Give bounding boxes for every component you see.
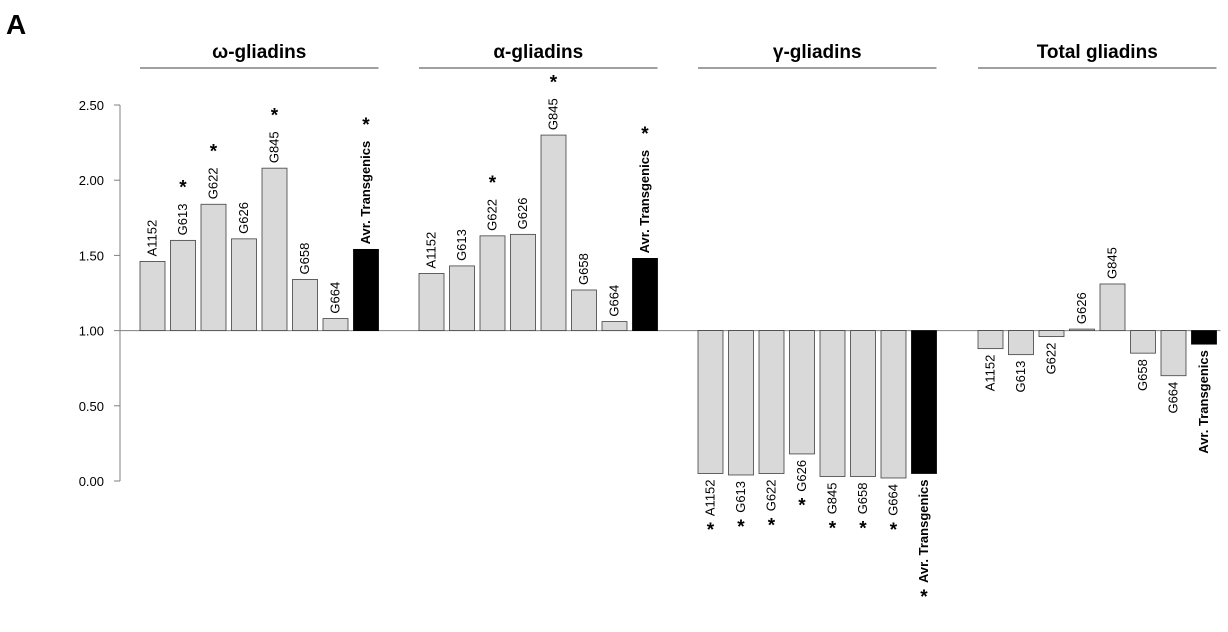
bar-label: G622 [1044,343,1059,375]
bar [601,321,628,331]
group-title: ω-gliadins [212,42,306,63]
bar-labels: A1152 G613 * G622 * G626 G845 * G658 G664 Avr. Tra… [145,72,1212,608]
bar [728,330,754,476]
significance-marker: * [829,518,837,539]
average-bar [1191,330,1217,345]
significance-marker: * [271,105,279,126]
bar-label: G845 [546,98,561,130]
bar [231,238,257,332]
group-titles: ω-gliadins α-gliadins γ-gliadins Total glia… [140,42,1217,69]
bar [292,279,318,331]
group-title: γ-gliadins [773,42,862,63]
bar-label: Avr. Transgenics [916,479,931,583]
bar [758,330,785,474]
bar [510,233,536,331]
significance-marker: * [210,141,218,162]
bar-label: G613 [175,204,190,236]
significance-marker: * [641,124,649,145]
bar [1099,283,1126,332]
bar-label: G845 [825,482,840,514]
bar-label: G845 [1105,247,1120,279]
significance-marker: * [890,520,898,541]
bar-label: G626 [236,202,251,234]
bar-label: G613 [454,229,469,261]
panel-letter: A [6,9,26,40]
bar [1069,328,1095,332]
bar-label: G658 [576,253,591,285]
significance-marker: * [768,515,776,536]
bar-label: G622 [206,167,221,199]
bar-label: G658 [297,243,312,275]
bar [571,289,597,332]
significance-marker: * [550,72,558,93]
bar-label: G664 [607,285,622,317]
bar [1160,330,1187,377]
bar [880,330,907,479]
bar [170,239,196,331]
bar [261,167,288,332]
bar-label: G664 [328,282,343,314]
significance-marker: * [489,173,497,194]
bar-label: Avr. Transgenics [637,150,652,254]
significance-marker: * [707,520,715,541]
bar-label: G622 [485,199,500,231]
bar [1038,330,1065,338]
bar [139,261,166,331]
bar-label: G664 [1166,382,1181,414]
bar-label: G626 [794,460,809,492]
bar [449,265,475,332]
significance-marker: * [737,517,745,538]
group-title: Total gliadins [1037,42,1158,63]
bars [139,134,1217,479]
average-bar [911,330,937,474]
bar-label: A1152 [145,220,160,257]
bar [697,330,724,474]
bar-label: G658 [1135,359,1150,391]
bar-label: G658 [855,482,870,514]
bar-label: G845 [267,131,282,163]
bar-label: G626 [515,198,530,230]
bar-label: Avr. Transgenics [1196,350,1211,454]
bar [789,330,815,455]
y-tick-label: 2.50 [79,98,104,113]
bar-label: G613 [733,481,748,513]
bar [479,235,506,332]
bar-label: G613 [1013,361,1028,393]
significance-marker: * [362,115,370,136]
bar-label: G664 [886,484,901,516]
bar-label: Avr. Transgenics [358,141,373,245]
bar [540,134,567,332]
average-bar [632,258,658,331]
bar [850,330,876,477]
y-axis: 0.00 0.50 1.00 1.50 2.00 2.50 [79,98,1221,489]
significance-marker: * [798,496,806,517]
bar [1008,330,1034,356]
significance-marker: * [920,587,928,608]
bar-label: G622 [764,479,779,511]
bar [819,330,846,477]
y-tick-label: 1.50 [79,248,104,263]
bar-label: A1152 [703,479,718,516]
bar [1130,330,1156,354]
y-tick-label: 1.00 [79,324,104,339]
bar [322,318,349,331]
y-tick-label: 0.50 [79,399,104,414]
bar-label: A1152 [983,355,998,392]
significance-marker: * [859,518,867,539]
bar [977,330,1004,350]
bar-label: A1152 [424,232,439,269]
bar [200,203,227,332]
y-tick-label: 2.00 [79,173,104,188]
significance-marker: * [179,178,187,199]
bar-label: G626 [1074,292,1089,324]
y-tick-label: 0.00 [79,474,104,489]
average-bar [353,248,379,332]
bar [418,273,445,331]
group-title: α-gliadins [493,42,583,63]
